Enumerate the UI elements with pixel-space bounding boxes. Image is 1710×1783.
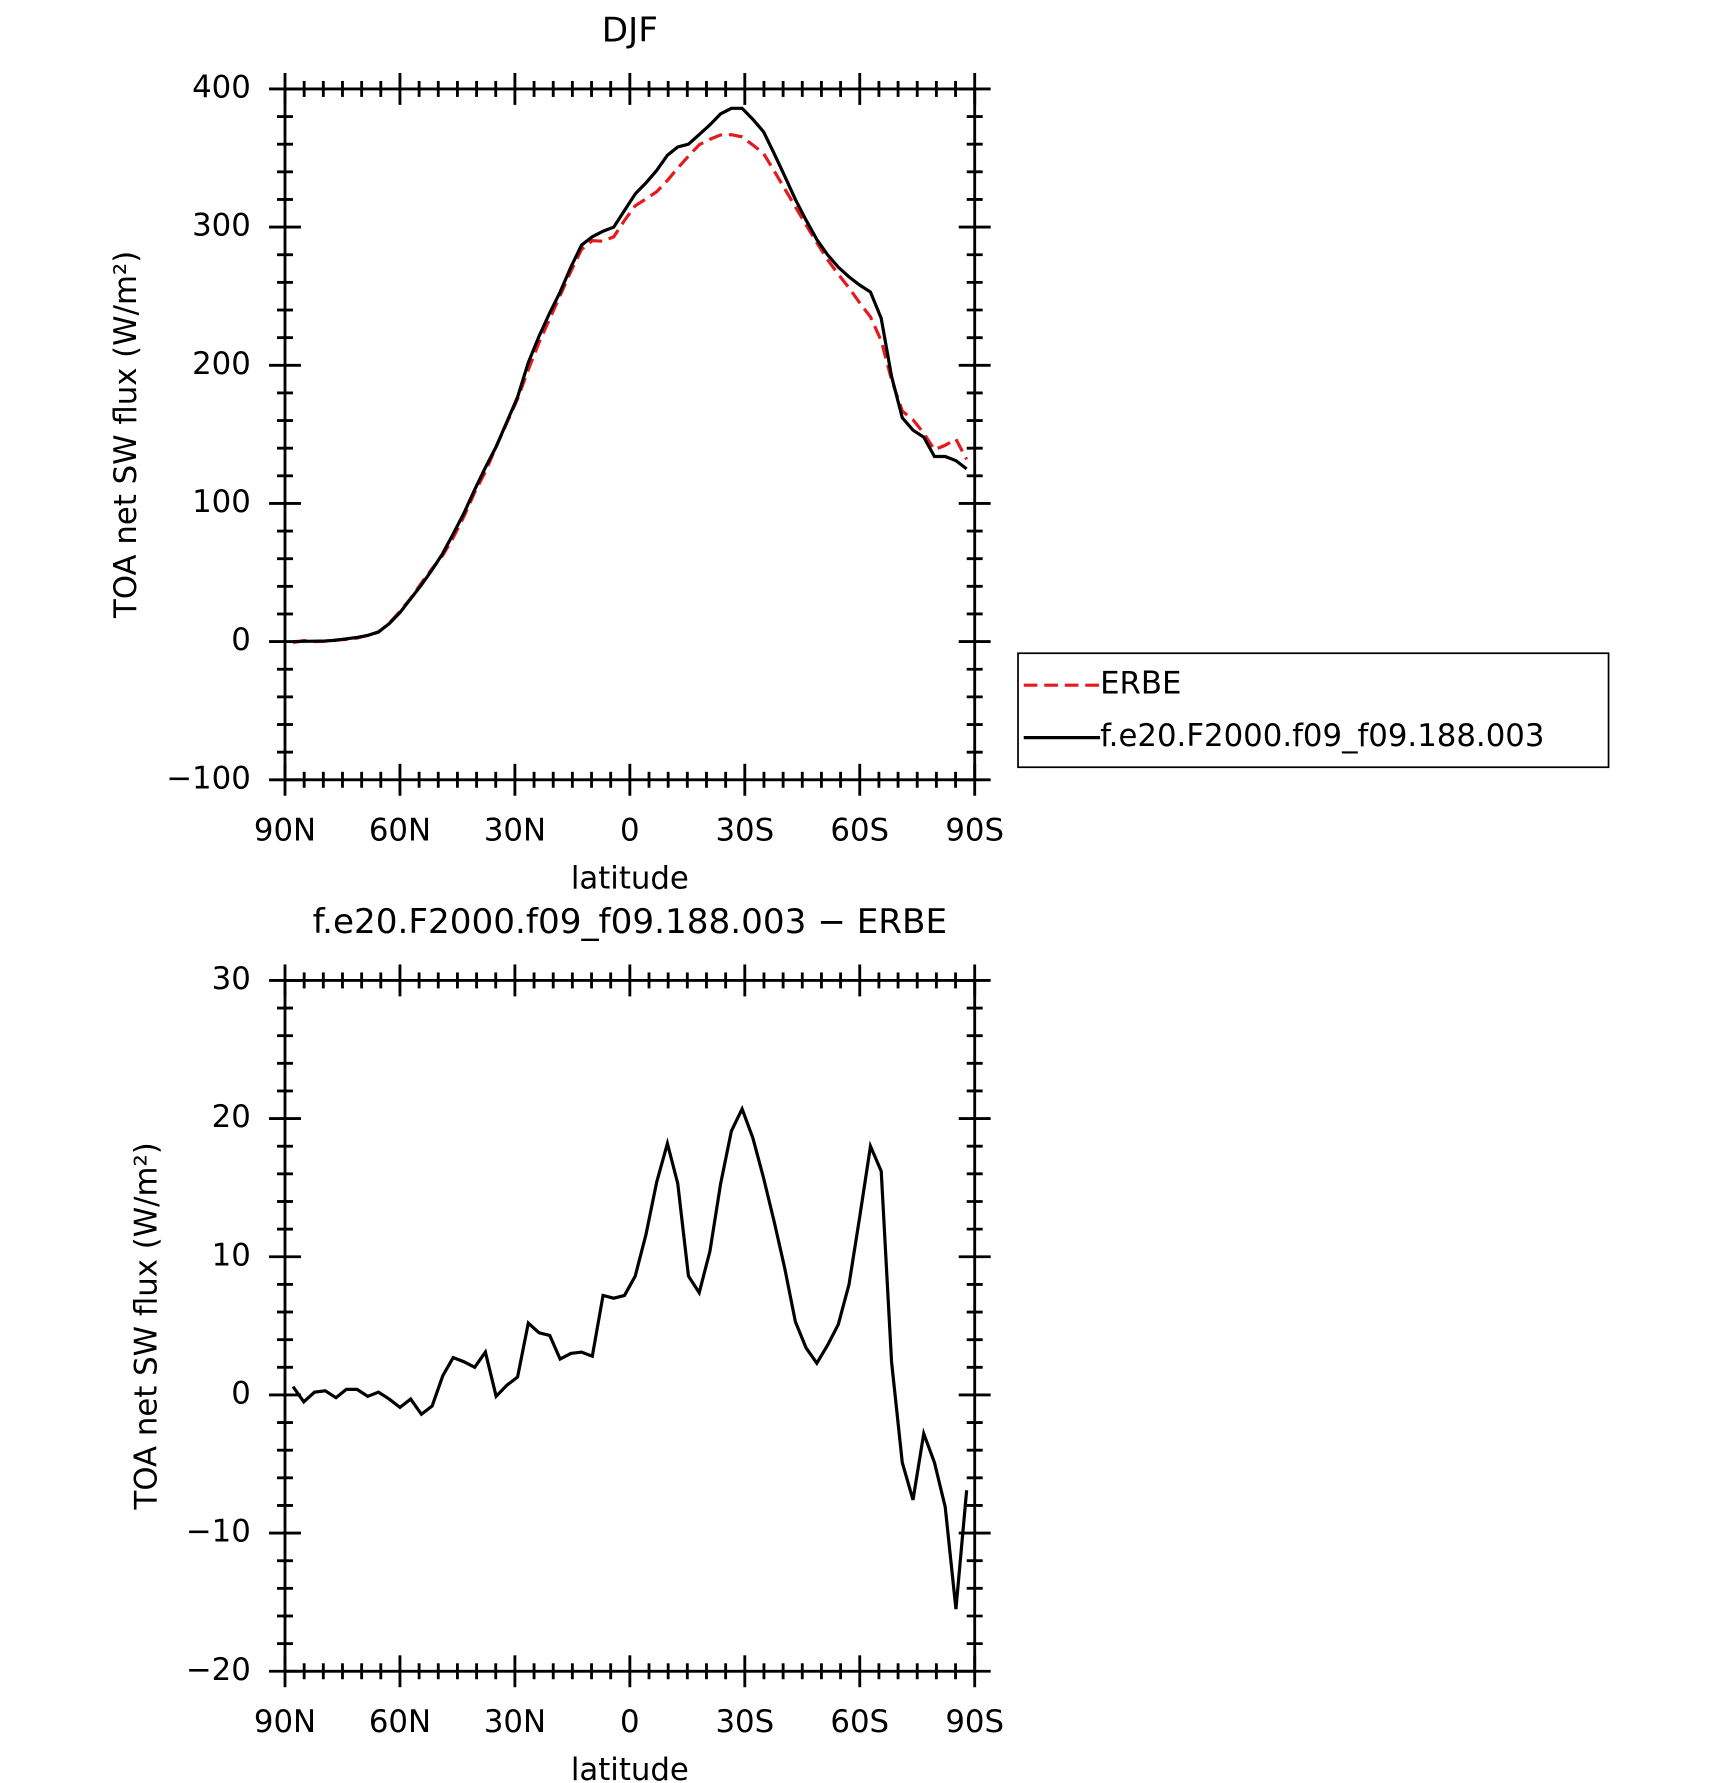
x-tick-label: 60S <box>830 1704 889 1740</box>
y-tick-label: 0 <box>231 1375 251 1411</box>
data-line <box>291 1104 969 1610</box>
x-tick-label: 30N <box>484 1704 546 1740</box>
x-tick-label: 90S <box>945 1704 1004 1740</box>
y-tick-label: 30 <box>212 961 251 997</box>
chart-title: f.e20.F2000.f09_f09.188.003 − ERBE <box>313 902 948 942</box>
y-axis-label: TOA net SW flux (W/m²) <box>129 1142 165 1510</box>
y-axis-label: TOA net SW flux (W/m²) <box>108 251 144 619</box>
x-tick-label: 60N <box>369 813 431 849</box>
x-tick-label: 60N <box>369 1704 431 1740</box>
x-tick-label: 60S <box>830 813 889 849</box>
y-tick-label: −100 <box>166 760 251 796</box>
y-tick-label: 100 <box>192 484 251 520</box>
y-tick-label: 20 <box>212 1099 251 1135</box>
x-axis-label: latitude <box>571 1752 689 1783</box>
legend-label: f.e20.F2000.f09_f09.188.003 <box>1100 718 1544 754</box>
x-tick-label: 30S <box>715 813 774 849</box>
x-axis-label: latitude <box>571 861 689 897</box>
x-tick-label: 90N <box>254 813 316 849</box>
y-tick-label: 400 <box>192 69 251 105</box>
y-tick-label: 200 <box>192 346 251 382</box>
data-line <box>293 106 968 644</box>
x-tick-label: 90N <box>254 1704 316 1740</box>
x-tick-label: 0 <box>620 813 640 849</box>
x-tick-label: 90S <box>945 813 1004 849</box>
x-tick-label: 30N <box>484 813 546 849</box>
y-tick-label: 0 <box>231 622 251 658</box>
y-tick-label: 10 <box>212 1237 251 1273</box>
plot-frame <box>283 978 977 1673</box>
legend-label: ERBE <box>1100 666 1181 702</box>
chart-title: DJF <box>602 10 658 50</box>
y-tick-label: −20 <box>186 1652 251 1688</box>
x-tick-label: 0 <box>620 1704 640 1740</box>
legend-box <box>1017 652 1610 769</box>
plot-frame <box>283 87 977 782</box>
y-tick-label: 300 <box>192 208 251 244</box>
y-tick-label: −10 <box>186 1514 251 1550</box>
data-line <box>292 133 969 645</box>
x-tick-label: 30S <box>715 1704 774 1740</box>
